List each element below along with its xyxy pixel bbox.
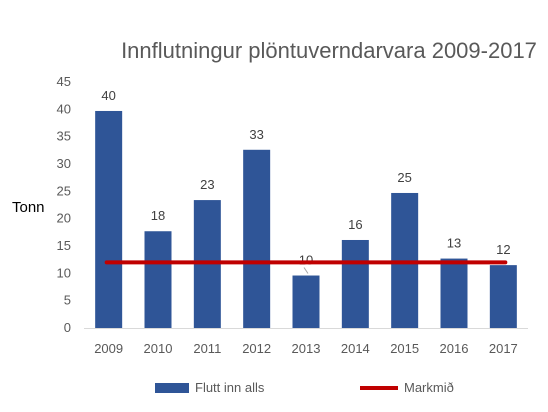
x-tick-label: 2012 [242, 341, 271, 356]
x-tick-label: 2013 [292, 341, 321, 356]
bar-2009 [95, 110, 123, 329]
y-tick-label: 20 [57, 211, 71, 226]
chart-title: Innflutningur plöntuverndarvara 2009-201… [121, 38, 537, 63]
legend-item-bars: Flutt inn alls [155, 380, 264, 395]
data-label-2017: 12 [496, 242, 510, 257]
y-tick-label: 45 [57, 74, 71, 89]
y-tick-label: 40 [57, 101, 71, 116]
legend-item-line: Markmið [360, 380, 454, 395]
legend-swatch-bars [155, 382, 189, 393]
y-tick-label: 0 [64, 320, 71, 335]
bar-chart-plot: 0 5 10 15 20 25 30 35 40 45 40 2009 18 2010 23 2011 33 20… [57, 74, 528, 356]
bar-2014 [341, 239, 369, 328]
data-label-2012: 33 [249, 127, 263, 142]
legend-swatch-line [360, 385, 398, 390]
y-tick-label: 30 [57, 156, 71, 171]
x-tick-label: 2017 [489, 341, 518, 356]
x-tick-label: 2011 [193, 341, 221, 356]
y-tick-label: 15 [57, 238, 71, 253]
data-label-2014: 16 [348, 217, 362, 232]
data-label-2016: 13 [447, 236, 461, 251]
data-label-2011: 23 [200, 177, 214, 192]
y-tick-label: 35 [57, 129, 71, 144]
x-tick-label: 2009 [94, 341, 123, 356]
bar-2016 [440, 258, 468, 328]
leader-line-2013 [303, 267, 309, 274]
bar-2012 [243, 149, 271, 328]
data-label-2009: 40 [101, 88, 115, 103]
bar-2013 [292, 275, 320, 328]
x-tick-label: 2010 [144, 341, 173, 356]
y-tick-label: 5 [64, 293, 71, 308]
bar-2010 [144, 231, 172, 328]
x-tick-label: 2015 [390, 341, 419, 356]
data-label-2013: 10 [299, 253, 313, 268]
y-tick-label: 10 [57, 265, 71, 280]
legend-label-bars: Flutt inn alls [195, 380, 265, 395]
data-label-2010: 18 [151, 208, 165, 223]
legend-label-line: Markmið [404, 380, 454, 395]
legend: Flutt inn alls Markmið [0, 380, 548, 400]
bar-2017 [489, 265, 517, 328]
y-tick-label: 25 [57, 183, 71, 198]
y-axis-label: Tonn [12, 199, 45, 216]
data-label-2015: 25 [397, 170, 411, 185]
x-tick-label: 2014 [341, 341, 370, 356]
x-tick-label: 2016 [440, 341, 469, 356]
